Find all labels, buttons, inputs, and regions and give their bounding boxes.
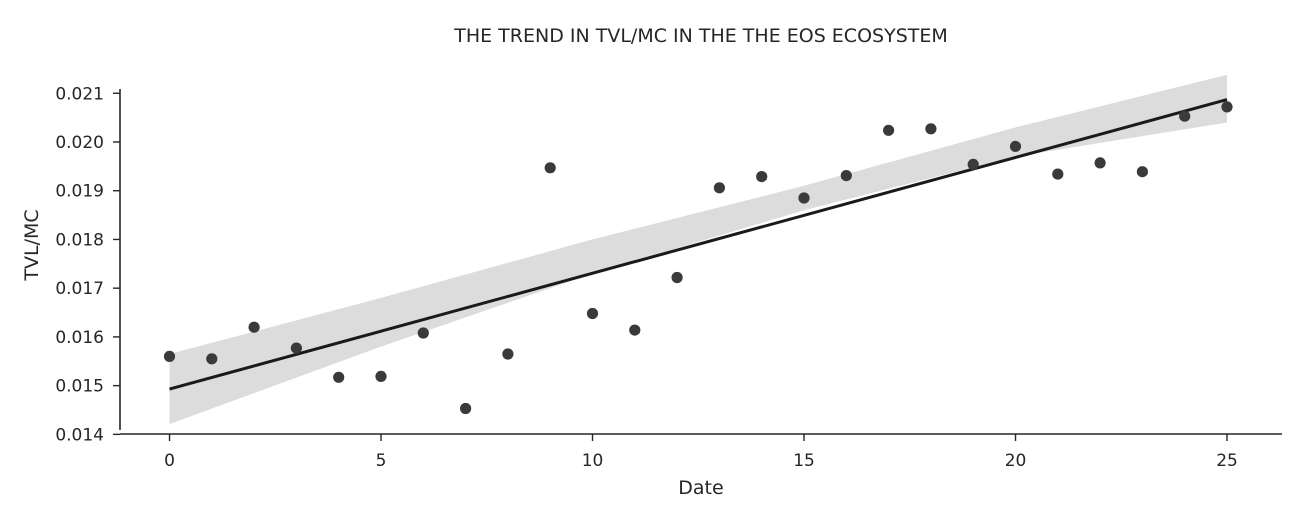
confidence-band [169, 74, 1227, 425]
y-tick-label: 0.017 [55, 279, 104, 299]
data-point [1221, 101, 1233, 113]
data-point [671, 271, 683, 284]
y-axis-ticks: 0.014 0.015 0.016 0.017 0.018 0.019 0.020 0.021 [55, 84, 120, 445]
x-tick-label: 20 [1005, 451, 1027, 471]
data-point [586, 307, 599, 320]
data-point [460, 402, 472, 415]
data-point [1052, 168, 1064, 180]
regression-line [169, 98, 1228, 391]
data-point [502, 348, 514, 360]
chart-title: THE TREND IN TVL/MC IN THE THE EOS ECOSY… [453, 25, 948, 47]
confidence-band-layer [169, 74, 1227, 425]
data-point [1136, 166, 1148, 178]
y-tick-label: 0.019 [55, 182, 104, 202]
data-point [290, 342, 302, 354]
y-tick-label: 0.015 [55, 377, 104, 397]
y-tick-label: 0.021 [55, 84, 104, 104]
data-point [798, 192, 810, 204]
y-tick-label: 0.014 [55, 425, 104, 445]
data-point [629, 324, 641, 336]
data-point [925, 123, 937, 135]
data-point [544, 162, 556, 174]
data-point [1094, 157, 1106, 169]
data-point [206, 353, 218, 365]
x-tick-label: 5 [376, 451, 387, 471]
data-point [756, 171, 768, 183]
data-point [1179, 110, 1191, 122]
scatter-points-layer [163, 101, 1233, 415]
data-point [163, 350, 176, 362]
y-tick-label: 0.020 [55, 133, 104, 153]
data-point [883, 124, 895, 136]
data-point [1009, 140, 1022, 152]
data-point [333, 371, 345, 383]
data-point [840, 170, 852, 182]
data-point [967, 158, 979, 170]
x-axis-label: Date [678, 477, 723, 499]
y-tick-label: 0.016 [55, 328, 104, 348]
regression-line-layer [169, 98, 1228, 391]
data-point [713, 182, 726, 194]
y-tick-label: 0.018 [55, 230, 104, 250]
x-tick-label: 10 [582, 451, 604, 471]
data-point [417, 327, 429, 339]
data-point [375, 370, 387, 382]
x-tick-label: 15 [793, 451, 815, 471]
x-axis-ticks: 0 5 10 15 20 25 [164, 434, 1238, 471]
y-axis-label: TVL/MC [21, 209, 43, 281]
data-point [248, 321, 260, 333]
x-tick-label: 0 [164, 451, 175, 471]
x-tick-label: 25 [1216, 451, 1238, 471]
